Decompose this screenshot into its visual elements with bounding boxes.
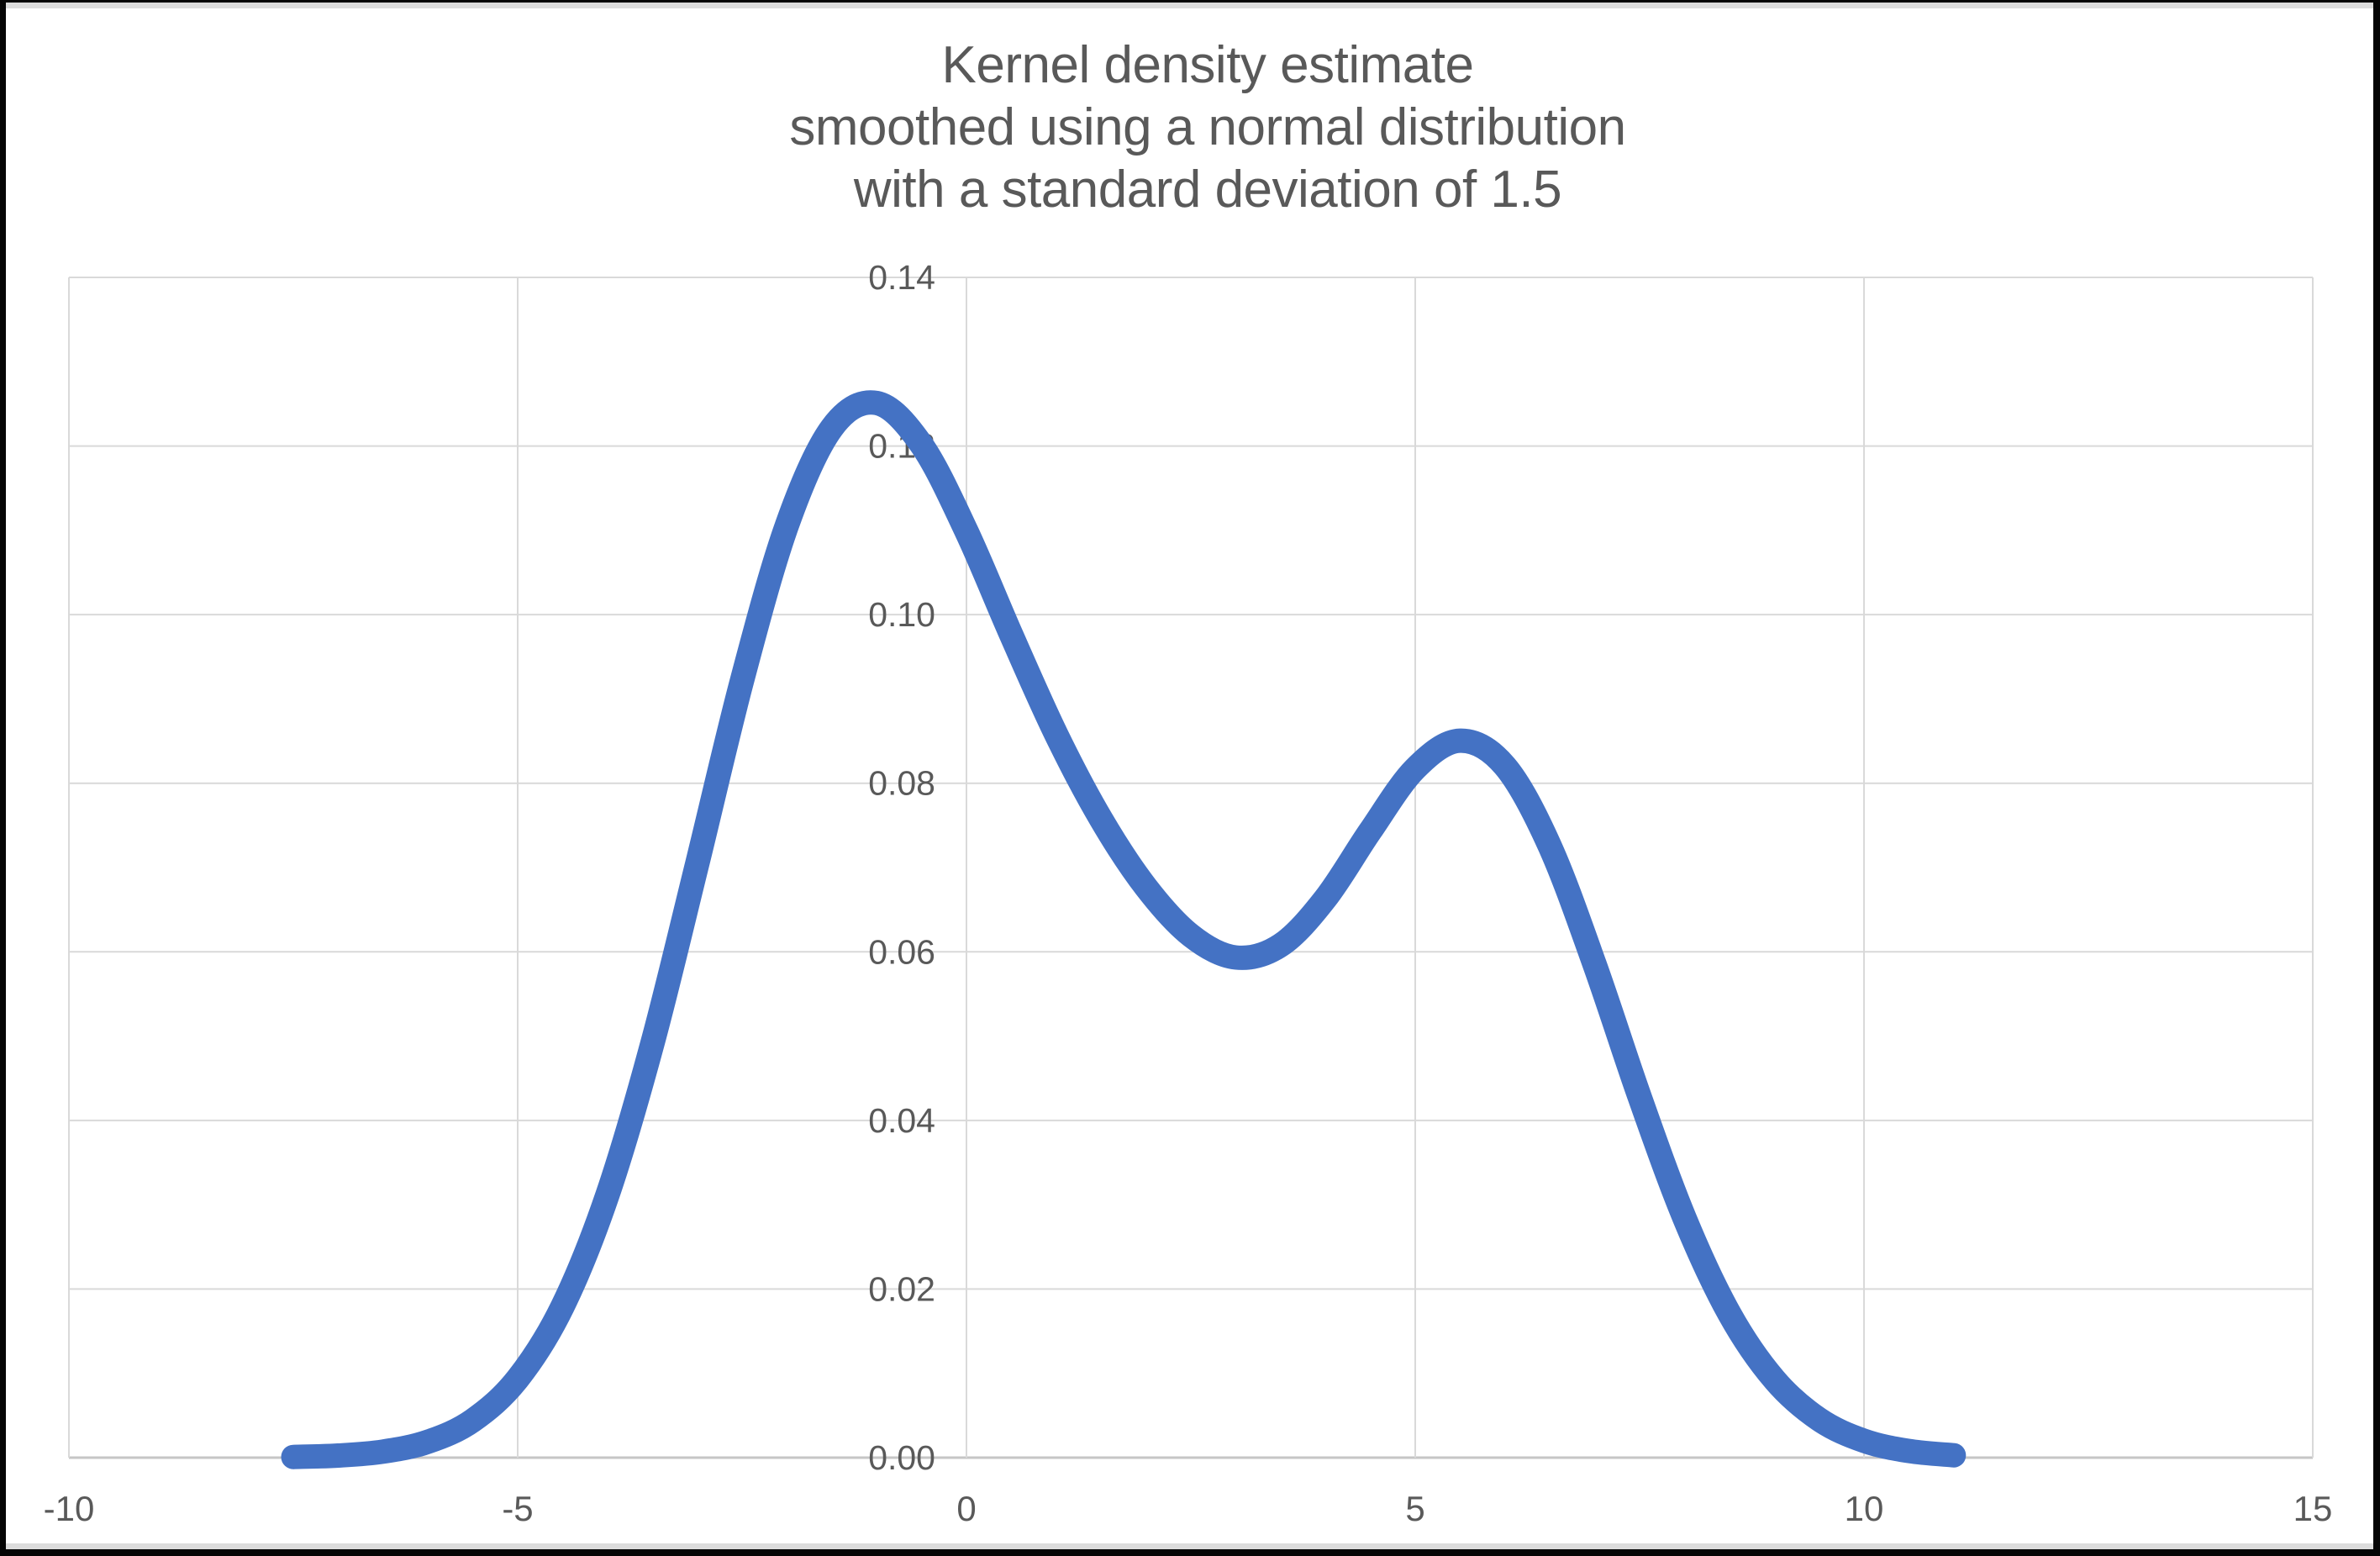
kde-curve	[281, 390, 1967, 1469]
x-tick-label: 5	[1405, 1489, 1424, 1528]
y-tick-label: 0.00	[868, 1438, 935, 1477]
y-tick-label: 0.14	[868, 258, 935, 297]
y-tick-label: 0.04	[868, 1101, 935, 1140]
y-tick-label: 0.06	[868, 932, 935, 971]
x-tick-label: -5	[502, 1489, 533, 1528]
chart-title: Kernel density estimate smoothed using a…	[789, 36, 1626, 219]
bottom-edge-strip	[6, 1543, 2373, 1549]
x-tick-label: 10	[1845, 1489, 1884, 1528]
x-tick-label: 15	[2293, 1489, 2333, 1528]
kde-plot-svg: 0.000.020.040.060.080.100.120.14-10 -5 0 5 1…	[44, 258, 2333, 1528]
y-tick-label: 0.10	[868, 595, 935, 634]
x-tick-label: -10	[44, 1489, 95, 1528]
x-tick-label: 0	[956, 1489, 976, 1528]
y-tick-label: 0.08	[868, 764, 935, 803]
top-edge-strip	[6, 3, 2373, 8]
y-tick-label: 0.02	[868, 1269, 935, 1308]
